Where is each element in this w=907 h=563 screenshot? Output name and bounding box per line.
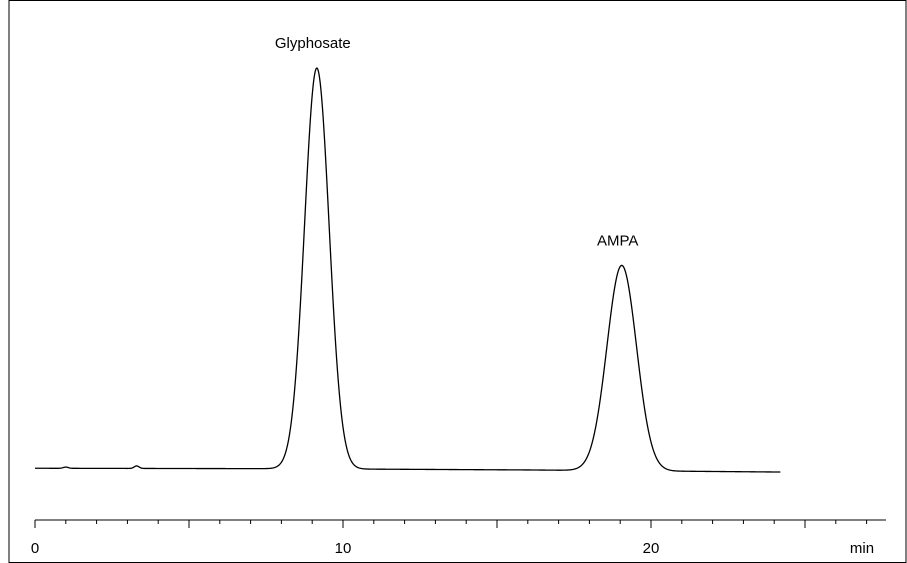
peak-label-ampa: AMPA [597,232,638,249]
chromatogram-trace [35,67,781,473]
plot-frame [8,0,907,563]
x-axis: 0 10 20 [31,519,886,557]
peak-label-glyphosate: Glyphosate [275,35,351,52]
x-tick-label: 20 [643,540,660,557]
x-tick-label: 0 [31,540,39,557]
x-axis-unit-label: min [850,540,874,557]
x-tick-label: 10 [335,540,352,557]
peak-labels: Glyphosate AMPA [275,35,639,249]
